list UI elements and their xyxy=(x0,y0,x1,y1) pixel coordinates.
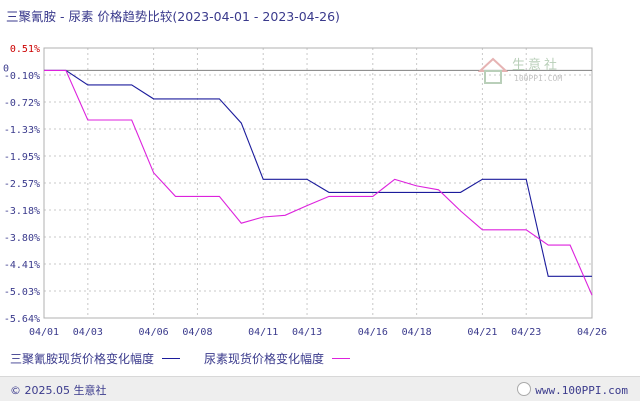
x-tick-label: 04/18 xyxy=(402,327,432,338)
y-tick-label: -1.95% xyxy=(4,152,40,163)
label-layer: 0.51% -0.10% -0.72% -1.33% -1.95% -2.57% -3.18… xyxy=(3,44,607,338)
plot-frame xyxy=(43,47,593,319)
y-tick-label: -5.03% xyxy=(4,287,40,298)
legend-item-melamine: 三聚氰胺现货价格变化幅度 xyxy=(10,350,181,367)
watermark-url: 100PPI.COM xyxy=(514,74,563,83)
y-tick-label: -2.57% xyxy=(4,179,40,190)
watermark-logo: 生意社 100PPI.COM xyxy=(478,54,578,90)
series-line-1 xyxy=(44,69,592,277)
watermark-brand: 生意社 xyxy=(512,58,561,73)
y-tick-label: -0.10% xyxy=(4,71,40,82)
x-tick-label: 04/08 xyxy=(182,327,212,338)
x-tick-label: 04/26 xyxy=(577,327,607,338)
x-tick-label: 04/21 xyxy=(467,327,497,338)
chart-title: 三聚氰胺 - 尿素 价格趋势比较(2023-04-01 - 2023-04-26… xyxy=(6,9,340,24)
y-tick-label: -3.18% xyxy=(4,206,40,217)
x-tick-label: 04/03 xyxy=(73,327,103,338)
zero-label: 0 xyxy=(3,63,9,74)
footer-url[interactable]: www.100PPI.com xyxy=(517,382,628,397)
x-tick-label: 04/06 xyxy=(139,327,169,338)
legend-item-urea: 尿素现货价格变化幅度 xyxy=(204,350,351,367)
x-tick-label: 04/13 xyxy=(292,327,322,338)
footer-bar: © 2025.05 生意社 www.100PPI.com xyxy=(0,376,640,401)
legend-swatch-melamine xyxy=(162,357,181,359)
footer-copyright: © 2025.05 生意社 xyxy=(10,384,107,397)
x-tick-label: 04/16 xyxy=(358,327,388,338)
grid-layer xyxy=(43,47,593,319)
legend-label-urea: 尿素现货价格变化幅度 xyxy=(204,351,325,366)
x-tick-label: 04/23 xyxy=(511,327,541,338)
y-tick-label: -5.64% xyxy=(4,314,40,325)
chart-legend: 三聚氰胺现货价格变化幅度 尿素现货价格变化幅度 xyxy=(10,349,360,367)
y-tick-label: -3.80% xyxy=(4,233,40,244)
x-tick-label: 04/01 xyxy=(29,327,59,338)
series-layer xyxy=(44,69,593,296)
x-tick-label: 04/11 xyxy=(248,327,278,338)
y-tick-label: 0.51% xyxy=(10,44,40,55)
y-tick-label: -4.41% xyxy=(4,260,40,271)
house-icon xyxy=(478,57,508,84)
footer-url-text: www.100PPI.com xyxy=(535,384,628,397)
legend-label-melamine: 三聚氰胺现货价格变化幅度 xyxy=(10,351,155,366)
series-line-2 xyxy=(44,69,593,296)
globe-icon xyxy=(517,382,532,396)
y-tick-label: -1.33% xyxy=(4,125,40,136)
legend-swatch-urea xyxy=(332,357,351,359)
y-tick-label: -0.72% xyxy=(4,98,40,109)
